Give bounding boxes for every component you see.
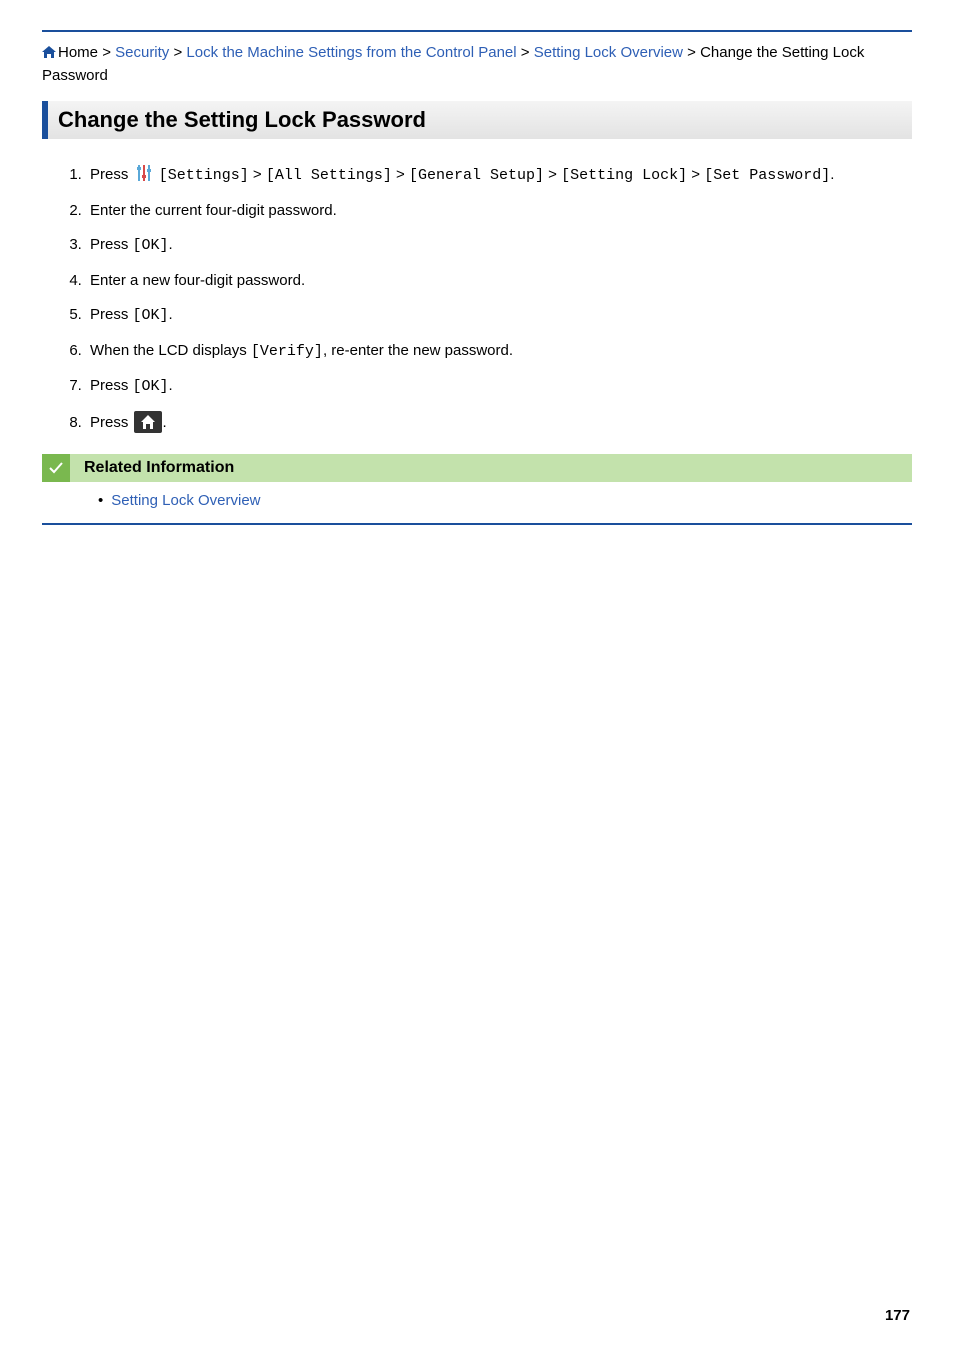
period: . xyxy=(163,414,167,431)
period: . xyxy=(169,306,173,323)
menu-path: [Setting Lock] xyxy=(561,167,687,184)
step-text: Press xyxy=(90,236,128,253)
menu-path: [Set Password] xyxy=(704,167,830,184)
step-text: When the LCD displays xyxy=(90,342,247,359)
page-number: 177 xyxy=(885,1307,910,1324)
breadcrumb-link-lock-settings[interactable]: Lock the Machine Settings from the Contr… xyxy=(186,44,516,61)
path-sep: > xyxy=(253,166,262,183)
related-info-title: Related Information xyxy=(70,454,912,482)
key-label: [OK] xyxy=(133,378,169,395)
step-7: Press [OK]. xyxy=(86,369,912,405)
menu-path: [Settings] xyxy=(159,167,249,184)
related-info-bar: Related Information xyxy=(42,454,912,482)
breadcrumb-link-setting-lock-overview[interactable]: Setting Lock Overview xyxy=(534,44,683,61)
related-item: Setting Lock Overview xyxy=(98,492,912,509)
breadcrumb-sep: > xyxy=(687,44,696,61)
key-label: [Verify] xyxy=(251,343,323,360)
page-title: Change the Setting Lock Password xyxy=(58,107,902,133)
breadcrumb-sep: > xyxy=(102,44,111,61)
step-text: Press xyxy=(90,414,128,431)
step-2: Enter the current four-digit password. xyxy=(86,194,912,229)
step-8: Press . xyxy=(86,405,912,441)
breadcrumb-sep: > xyxy=(521,44,530,61)
step-6: When the LCD displays [Verify], re-enter… xyxy=(86,334,912,370)
key-label: [OK] xyxy=(133,237,169,254)
bottom-rule xyxy=(42,523,912,525)
period: . xyxy=(169,236,173,253)
step-text: Press xyxy=(90,377,128,394)
breadcrumb-link-security[interactable]: Security xyxy=(115,44,169,61)
path-sep: > xyxy=(548,166,557,183)
menu-path: [All Settings] xyxy=(266,167,392,184)
page-title-bar: Change the Setting Lock Password xyxy=(42,101,912,139)
path-sep: > xyxy=(396,166,405,183)
related-info-list: Setting Lock Overview xyxy=(42,492,912,509)
breadcrumb-sep: > xyxy=(173,44,182,61)
step-1: Press [Settings] > [All Settings] > [Gen… xyxy=(86,157,912,194)
settings-icon xyxy=(135,163,153,183)
steps-list: Press [Settings] > [All Settings] > [Gen… xyxy=(42,157,912,440)
step-3: Press [OK]. xyxy=(86,228,912,264)
path-sep: > xyxy=(691,166,700,183)
breadcrumb: Home > Security > Lock the Machine Setti… xyxy=(42,42,912,87)
breadcrumb-home[interactable]: Home xyxy=(58,44,98,61)
step-text: , re-enter the new password. xyxy=(323,342,513,359)
menu-path: [General Setup] xyxy=(409,167,544,184)
period: . xyxy=(169,377,173,394)
step-text: Press xyxy=(90,166,128,183)
step-4: Enter a new four-digit password. xyxy=(86,264,912,299)
check-icon xyxy=(42,454,70,482)
home-button-icon xyxy=(134,411,162,433)
related-link-setting-lock-overview[interactable]: Setting Lock Overview xyxy=(111,492,260,509)
step-text: Press xyxy=(90,306,128,323)
step-5: Press [OK]. xyxy=(86,298,912,334)
key-label: [OK] xyxy=(133,307,169,324)
home-icon xyxy=(42,43,56,55)
period: . xyxy=(830,166,834,183)
top-rule xyxy=(42,30,912,32)
